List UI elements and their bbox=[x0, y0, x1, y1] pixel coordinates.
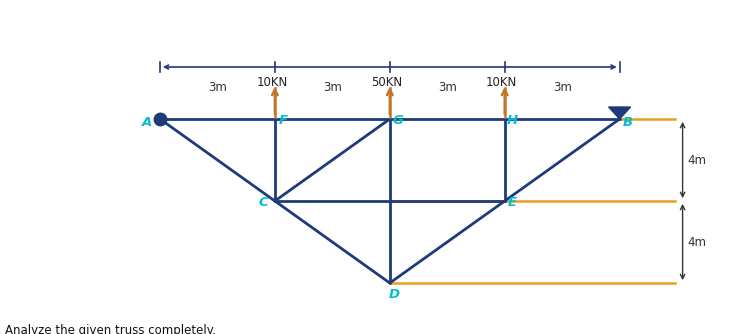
Text: Analyze the given truss completely.
Determine the reactions at the
support and t: Analyze the given truss completely. Dete… bbox=[5, 324, 216, 334]
Text: 3m: 3m bbox=[208, 81, 227, 94]
Text: B: B bbox=[623, 116, 632, 129]
Text: 4m: 4m bbox=[688, 154, 707, 167]
Polygon shape bbox=[608, 107, 631, 119]
Text: A: A bbox=[142, 116, 152, 129]
Text: 3m: 3m bbox=[553, 81, 572, 94]
Text: 3m: 3m bbox=[438, 81, 457, 94]
Text: 3m: 3m bbox=[323, 81, 342, 94]
Text: 10KN: 10KN bbox=[256, 76, 288, 89]
Text: E: E bbox=[508, 196, 517, 209]
Text: 10KN: 10KN bbox=[486, 76, 517, 89]
Text: 4m: 4m bbox=[688, 235, 707, 248]
Text: H: H bbox=[507, 115, 518, 128]
Text: 50KN: 50KN bbox=[371, 76, 403, 89]
Text: D: D bbox=[388, 289, 400, 302]
Text: F: F bbox=[279, 115, 288, 128]
Text: G: G bbox=[392, 115, 403, 128]
Text: C: C bbox=[258, 196, 268, 209]
